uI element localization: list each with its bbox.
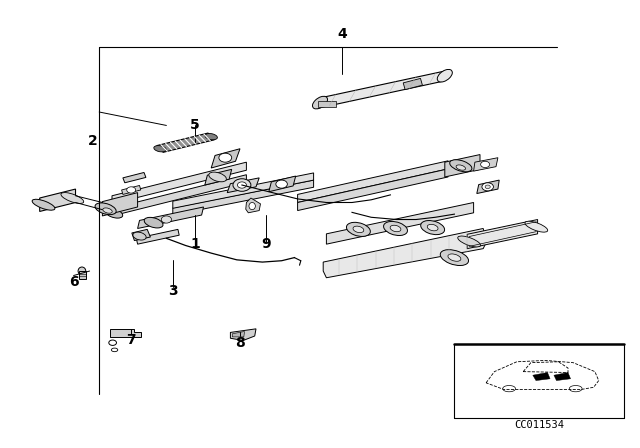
Text: 5: 5 (190, 118, 200, 133)
Ellipse shape (205, 134, 218, 140)
Text: 7: 7 (126, 333, 136, 348)
Ellipse shape (390, 225, 401, 232)
Bar (318, 101, 336, 107)
Text: 1: 1 (190, 237, 200, 251)
Text: 3: 3 (168, 284, 178, 298)
Polygon shape (173, 173, 314, 208)
Text: 4: 4 (337, 26, 348, 41)
Ellipse shape (32, 199, 55, 210)
Ellipse shape (144, 217, 163, 228)
Ellipse shape (154, 146, 166, 152)
Ellipse shape (161, 216, 172, 223)
Polygon shape (227, 178, 259, 193)
Ellipse shape (383, 221, 408, 236)
Ellipse shape (525, 221, 548, 232)
Ellipse shape (127, 187, 136, 193)
Ellipse shape (105, 208, 123, 218)
Ellipse shape (233, 179, 251, 191)
Polygon shape (211, 149, 240, 168)
Polygon shape (112, 162, 246, 204)
Ellipse shape (61, 193, 84, 203)
Polygon shape (317, 70, 448, 108)
Polygon shape (173, 180, 314, 215)
Polygon shape (205, 169, 232, 185)
Ellipse shape (346, 222, 371, 237)
Ellipse shape (219, 153, 232, 162)
Ellipse shape (103, 208, 112, 213)
Ellipse shape (428, 224, 438, 231)
Ellipse shape (95, 203, 116, 215)
Polygon shape (40, 189, 76, 211)
Polygon shape (102, 193, 138, 216)
Ellipse shape (312, 96, 328, 109)
Ellipse shape (276, 180, 287, 188)
Ellipse shape (111, 348, 118, 352)
Ellipse shape (109, 340, 116, 345)
Ellipse shape (481, 161, 490, 168)
Ellipse shape (237, 182, 246, 188)
Polygon shape (122, 185, 141, 194)
Ellipse shape (485, 185, 490, 189)
Text: 8: 8 (235, 336, 245, 350)
Ellipse shape (78, 267, 86, 275)
Polygon shape (132, 229, 150, 241)
Polygon shape (532, 373, 550, 381)
Polygon shape (157, 133, 214, 152)
Ellipse shape (249, 202, 255, 210)
Polygon shape (110, 329, 141, 337)
Ellipse shape (448, 254, 461, 261)
Polygon shape (474, 158, 498, 171)
Polygon shape (554, 373, 571, 381)
Ellipse shape (456, 165, 465, 170)
Bar (79, 271, 86, 279)
Polygon shape (230, 329, 256, 340)
Polygon shape (477, 180, 499, 194)
Polygon shape (445, 155, 480, 177)
Ellipse shape (105, 201, 123, 211)
Polygon shape (246, 198, 260, 213)
Text: 6: 6 (68, 275, 79, 289)
Ellipse shape (420, 220, 445, 235)
Polygon shape (123, 172, 146, 183)
Ellipse shape (133, 232, 146, 240)
Polygon shape (298, 169, 448, 211)
Text: 2: 2 (88, 134, 98, 148)
Polygon shape (298, 161, 448, 202)
Ellipse shape (450, 160, 472, 172)
Polygon shape (112, 175, 246, 216)
Polygon shape (269, 176, 296, 192)
Ellipse shape (458, 236, 481, 247)
Ellipse shape (440, 250, 468, 266)
Ellipse shape (209, 172, 227, 182)
Polygon shape (323, 228, 486, 278)
Polygon shape (232, 332, 244, 337)
Polygon shape (326, 202, 474, 244)
Polygon shape (136, 229, 179, 244)
Ellipse shape (353, 226, 364, 233)
Polygon shape (138, 207, 204, 228)
Ellipse shape (482, 183, 493, 191)
Text: CC011534: CC011534 (514, 420, 564, 430)
Polygon shape (467, 220, 538, 249)
Ellipse shape (570, 385, 582, 392)
Polygon shape (403, 78, 422, 90)
Text: 9: 9 (260, 237, 271, 251)
Ellipse shape (503, 385, 516, 392)
Ellipse shape (437, 69, 452, 82)
